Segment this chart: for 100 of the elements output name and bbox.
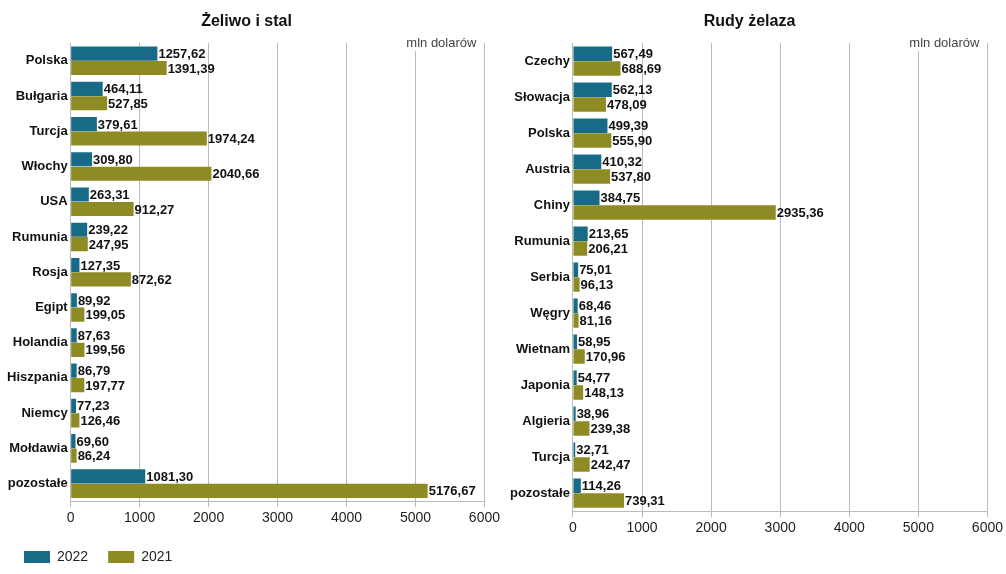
data-label: 197,77: [85, 377, 126, 393]
data-label: 69,60: [76, 433, 110, 449]
bar: [71, 152, 93, 167]
data-label: 499,39: [608, 118, 649, 134]
data-label: 562,13: [612, 82, 653, 98]
data-label: 148,13: [584, 385, 624, 401]
bar: [71, 96, 108, 111]
data-label: 478,09: [606, 97, 647, 113]
data-label: 2040,66: [212, 166, 260, 182]
y-tick-label: Hiszpania: [7, 369, 69, 385]
data-label: 5176,67: [428, 483, 476, 499]
y-tick-label: Wietnam: [515, 340, 570, 356]
bar: [71, 116, 97, 132]
data-label: 247,95: [88, 236, 129, 252]
data-label: 1257,62: [158, 46, 206, 62]
bar: [573, 370, 577, 386]
y-tick-label: Bułgaria: [15, 87, 69, 103]
y-tick-label: Egipt: [35, 299, 69, 315]
x-tick-label: 2000: [695, 519, 727, 536]
data-label: 2935,36: [776, 205, 824, 221]
data-label: 170,96: [585, 349, 626, 365]
data-label: 58,95: [578, 334, 611, 350]
bar: [71, 222, 88, 237]
data-label: 81,16: [579, 313, 613, 329]
bar: [573, 169, 611, 184]
y-tick-label: Węgry: [530, 304, 571, 320]
x-tick-label: 3000: [261, 509, 294, 526]
data-label: 86,24: [77, 448, 111, 464]
bar: [573, 82, 612, 98]
y-tick-label: USA: [40, 193, 69, 209]
y-tick-label: Rumunia: [12, 228, 69, 244]
y-tick-label: Chiny: [533, 196, 571, 212]
data-label: 38,96: [576, 406, 610, 422]
bar: [71, 307, 85, 322]
data-label: 213,65: [588, 226, 629, 242]
data-label: 32,71: [576, 442, 609, 458]
y-tick-label: Turcja: [531, 448, 571, 464]
data-label: 77,23: [77, 398, 110, 414]
data-label: 1974,24: [207, 131, 256, 147]
data-label: 127,35: [80, 257, 121, 273]
bar: [573, 226, 588, 242]
bar: [71, 201, 134, 217]
bar: [71, 166, 212, 181]
data-label: 537,80: [611, 169, 651, 185]
data-label: 464,11: [103, 81, 143, 97]
bar: [573, 421, 590, 436]
data-label: 1391,39: [167, 60, 215, 76]
bar: [71, 293, 77, 308]
bar: [573, 298, 578, 314]
bar: [71, 363, 77, 378]
bar: [573, 385, 584, 400]
y-tick-label: Słowacja: [514, 88, 571, 104]
x-axis-title: mln dolarów: [406, 34, 478, 50]
data-label: 89,92: [77, 292, 111, 308]
bar: [573, 205, 776, 220]
data-label: 379,61: [97, 116, 138, 132]
bar: [573, 46, 613, 62]
x-tick-label: 4000: [330, 509, 363, 526]
y-tick-label: pozostałe: [509, 484, 570, 500]
data-label: 739,31: [625, 493, 665, 509]
data-label: 96,13: [580, 277, 614, 293]
chart-title: Rudy żelaza: [703, 12, 796, 30]
bar: [573, 277, 580, 292]
legend-label: 2021: [141, 547, 173, 564]
bar: [573, 97, 606, 112]
x-tick-label: 1000: [124, 509, 156, 526]
bar: [573, 133, 612, 148]
data-label: 199,56: [85, 342, 126, 358]
x-tick-label: 1000: [626, 519, 658, 536]
data-label: 87,63: [77, 328, 111, 344]
bar: [573, 478, 581, 494]
bar: [71, 448, 77, 463]
y-tick-label: Japonia: [520, 376, 571, 392]
data-label: 263,31: [89, 187, 130, 203]
bar: [573, 61, 621, 76]
y-tick-label: Polska: [25, 52, 69, 68]
bar: [573, 313, 579, 328]
data-label: 206,21: [588, 241, 628, 257]
data-label: 555,90: [612, 133, 653, 149]
bar: [71, 483, 428, 498]
data-label: 410,32: [602, 154, 643, 170]
bar: [71, 469, 146, 484]
data-label: 872,62: [131, 272, 172, 287]
bar: [71, 187, 89, 202]
data-label: 384,75: [600, 190, 641, 206]
y-tick-label: Holandia: [12, 334, 69, 350]
data-label: 242,47: [590, 457, 631, 473]
y-tick-label: Austria: [525, 160, 571, 176]
x-tick-label: 5000: [399, 509, 432, 526]
x-tick-label: 3000: [764, 519, 796, 536]
chart-title: Żeliwo i stal: [201, 12, 292, 30]
y-tick-label: Rosja: [32, 263, 69, 279]
bar: [71, 378, 85, 393]
bar: [71, 434, 76, 449]
bar: [573, 334, 578, 350]
y-tick-label: Polska: [528, 124, 571, 140]
data-label: 199,05: [85, 307, 126, 323]
data-label: 54,77: [577, 370, 611, 386]
x-tick-label: 6000: [468, 509, 501, 526]
bar: [573, 190, 600, 206]
